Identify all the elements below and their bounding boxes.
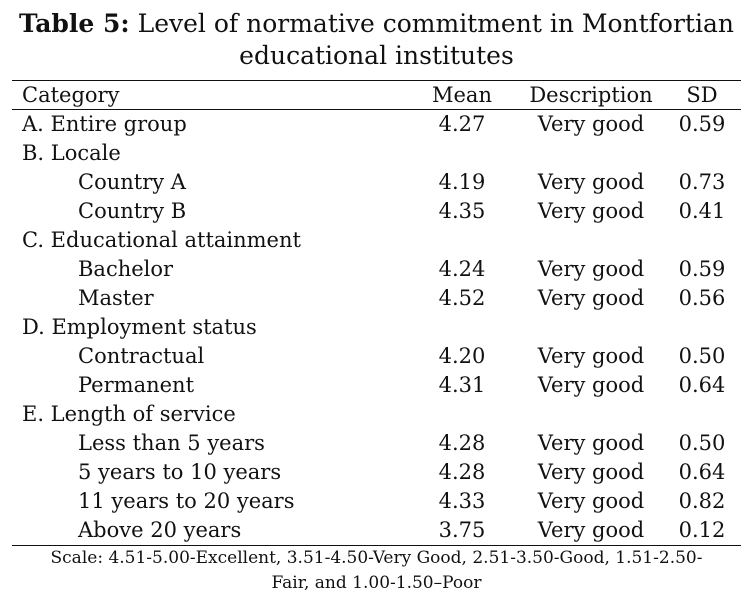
table-group-row: B. Locale xyxy=(12,139,741,168)
row-category: Country B xyxy=(78,199,187,223)
row-mean: 4.31 xyxy=(438,373,486,397)
table-row: Contractual 4.20 Very good 0.50 xyxy=(12,342,741,371)
row-description: Very good xyxy=(537,518,645,542)
table-group-row: E. Length of service xyxy=(12,400,741,429)
row-description: Very good xyxy=(537,344,645,368)
group-category: C. Educational attainment xyxy=(22,228,301,252)
table-row: 5 years to 10 years 4.28 Very good 0.64 xyxy=(12,458,741,487)
group-category: B. Locale xyxy=(22,141,121,165)
scale-note: Scale: 4.51-5.00-Excellent, 3.51-4.50-Ve… xyxy=(0,546,753,596)
table-header-row: Category Mean Description SD xyxy=(12,81,741,110)
row-mean: 4.33 xyxy=(438,489,486,513)
caption-line-2: educational institutes xyxy=(239,41,514,70)
table-row: 11 years to 20 years 4.33 Very good 0.82 xyxy=(12,487,741,516)
row-category: 5 years to 10 years xyxy=(78,460,282,484)
row-description: Very good xyxy=(537,286,645,310)
row-description: Very good xyxy=(537,170,645,194)
row-sd: 0.50 xyxy=(678,431,726,455)
header-description: Description xyxy=(529,83,653,107)
row-category: Master xyxy=(78,286,154,310)
table-row: Above 20 years 3.75 Very good 0.12 xyxy=(12,516,741,545)
row-mean: 4.20 xyxy=(438,344,486,368)
row-description: Very good xyxy=(537,199,645,223)
header-category: Category xyxy=(22,83,120,107)
table-row: A. Entire group 4.27 Very good 0.59 xyxy=(12,110,741,139)
table-group-row: C. Educational attainment xyxy=(12,226,741,255)
row-description: Very good xyxy=(537,460,645,484)
row-category: 11 years to 20 years xyxy=(78,489,295,513)
header-mean: Mean xyxy=(432,83,492,107)
header-sd: SD xyxy=(686,83,718,107)
row-sd: 0.59 xyxy=(678,257,726,281)
row-sd: 0.82 xyxy=(678,489,726,513)
table-row: Country B 4.35 Very good 0.41 xyxy=(12,197,741,226)
row-sd: 0.64 xyxy=(678,373,726,397)
data-table: Category Mean Description SD A. Entire g… xyxy=(12,80,741,546)
row-sd: 0.73 xyxy=(678,170,726,194)
row-sd: 0.59 xyxy=(678,112,726,136)
table-row: Permanent 4.31 Very good 0.64 xyxy=(12,371,741,400)
row-category: Bachelor xyxy=(78,257,174,281)
row-sd: 0.12 xyxy=(678,518,726,542)
table-row: Master 4.52 Very good 0.56 xyxy=(12,284,741,313)
row-mean: 3.75 xyxy=(438,518,486,542)
row-description: Very good xyxy=(537,257,645,281)
row-mean: 4.27 xyxy=(438,112,486,136)
group-category: E. Length of service xyxy=(22,402,236,426)
table-row: Country A 4.19 Very good 0.73 xyxy=(12,168,741,197)
row-sd: 0.64 xyxy=(678,460,726,484)
row-category: Country A xyxy=(78,170,186,194)
table-row: Bachelor 4.24 Very good 0.59 xyxy=(12,255,741,284)
row-sd: 0.50 xyxy=(678,344,726,368)
row-sd: 0.41 xyxy=(678,199,726,223)
row-description: Very good xyxy=(537,112,645,136)
row-category: Above 20 years xyxy=(78,518,242,542)
row-mean: 4.52 xyxy=(438,286,486,310)
row-category: Less than 5 years xyxy=(78,431,265,455)
row-mean: 4.28 xyxy=(438,431,486,455)
caption-line-1: Table 5: Level of normative commitment i… xyxy=(0,8,753,40)
row-mean: 4.35 xyxy=(438,199,486,223)
caption-label: Table 5: xyxy=(19,9,130,38)
row-description: Very good xyxy=(537,489,645,513)
row-description: Very good xyxy=(537,431,645,455)
row-mean: 4.19 xyxy=(438,170,486,194)
row-mean: 4.28 xyxy=(438,460,486,484)
row-category: Permanent xyxy=(78,373,195,397)
table-row: Less than 5 years 4.28 Very good 0.50 xyxy=(12,429,741,458)
row-sd: 0.56 xyxy=(678,286,726,310)
row-mean: 4.24 xyxy=(438,257,486,281)
caption-title: Level of normative commitment in Montfor… xyxy=(137,9,734,38)
row-category: A. Entire group xyxy=(22,112,187,136)
table-caption: Table 5: Level of normative commitment i… xyxy=(0,8,753,72)
table-group-row: D. Employment status xyxy=(12,313,741,342)
row-description: Very good xyxy=(537,373,645,397)
scale-note-line-1: Scale: 4.51-5.00-Excellent, 3.51-4.50-Ve… xyxy=(50,548,703,568)
group-category: D. Employment status xyxy=(22,315,257,339)
row-category: Contractual xyxy=(78,344,205,368)
scale-note-line-2: Fair, and 1.00-1.50–Poor xyxy=(271,573,482,593)
